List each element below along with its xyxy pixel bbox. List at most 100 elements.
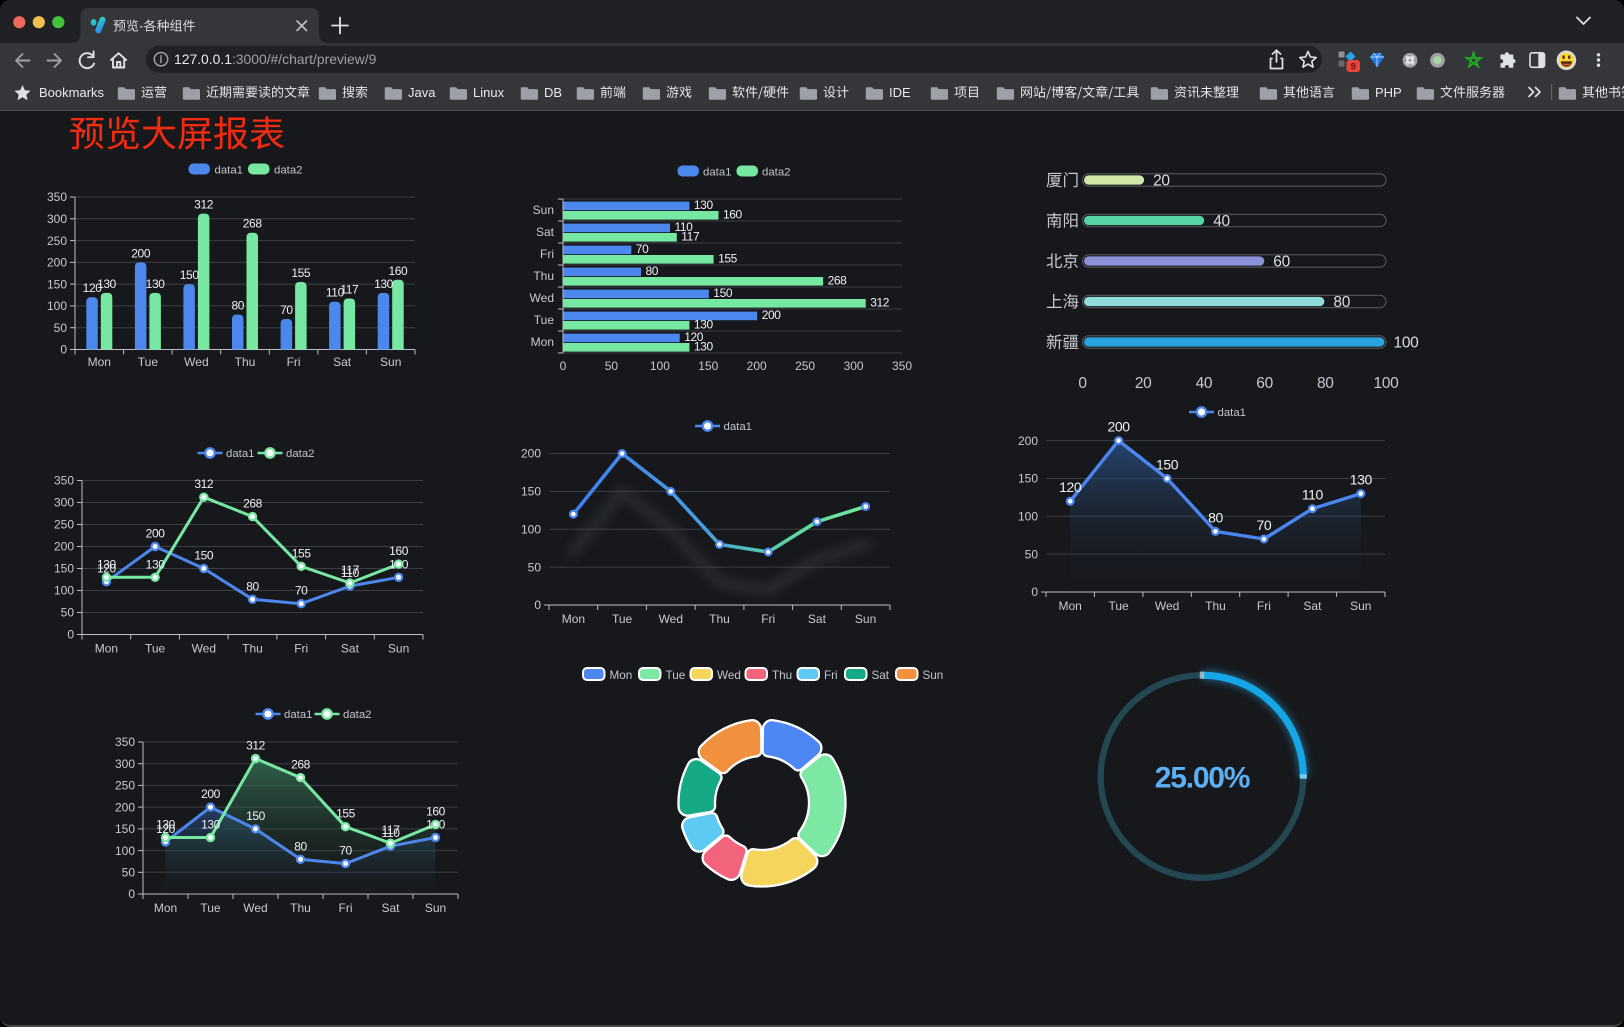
svg-text:0: 0	[60, 343, 67, 357]
svg-text:60: 60	[1273, 254, 1290, 271]
svg-text:Fri: Fri	[1257, 599, 1271, 613]
svg-text:150: 150	[1018, 472, 1038, 486]
svg-text:Sat: Sat	[808, 612, 827, 626]
svg-text:Tue: Tue	[666, 669, 686, 682]
svg-text:Sun: Sun	[425, 901, 446, 915]
svg-text:117: 117	[681, 229, 700, 243]
svg-text:data1: data1	[1218, 407, 1247, 419]
svg-text:Fri: Fri	[540, 247, 554, 261]
svg-text:350: 350	[47, 190, 67, 204]
svg-text:130: 130	[694, 198, 714, 212]
svg-text:117: 117	[341, 563, 360, 577]
svg-text:Mon: Mon	[88, 355, 111, 369]
svg-text:Tue: Tue	[1108, 599, 1129, 613]
svg-text:Linux: Linux	[473, 85, 505, 100]
svg-text:130: 130	[146, 557, 166, 571]
svg-text:150: 150	[698, 359, 718, 373]
svg-text:200: 200	[747, 359, 767, 373]
svg-text:155: 155	[718, 251, 738, 265]
svg-text:Fri: Fri	[294, 642, 308, 656]
svg-text:Tue: Tue	[138, 355, 159, 369]
svg-text:80: 80	[1333, 294, 1350, 311]
svg-text:250: 250	[47, 234, 67, 248]
svg-text:200: 200	[1018, 434, 1038, 448]
svg-text:150: 150	[246, 809, 266, 823]
svg-text:160: 160	[389, 544, 409, 558]
svg-text:160: 160	[388, 264, 408, 278]
svg-text:50: 50	[122, 866, 136, 880]
svg-text:100: 100	[521, 523, 541, 537]
svg-text:50: 50	[528, 560, 542, 574]
svg-text:Wed: Wed	[184, 355, 208, 369]
svg-text:Mon: Mon	[95, 642, 118, 656]
svg-text:150: 150	[180, 268, 200, 282]
svg-text:Tue: Tue	[145, 642, 166, 656]
svg-text:20: 20	[1135, 375, 1152, 392]
svg-text:150: 150	[47, 277, 67, 291]
svg-text:100: 100	[650, 359, 670, 373]
svg-text:300: 300	[115, 757, 135, 771]
svg-text:Thu: Thu	[290, 901, 311, 915]
svg-text:80: 80	[1317, 375, 1334, 392]
svg-text:130: 130	[374, 277, 394, 291]
svg-text:200: 200	[521, 447, 541, 461]
svg-text:312: 312	[246, 739, 266, 753]
svg-text:120: 120	[156, 822, 176, 836]
svg-text:Thu: Thu	[1205, 599, 1226, 613]
svg-text:312: 312	[194, 477, 214, 491]
svg-text:data1: data1	[284, 709, 313, 721]
svg-text:Sat: Sat	[333, 355, 352, 369]
svg-text:268: 268	[291, 758, 311, 772]
svg-text:data2: data2	[274, 165, 303, 177]
svg-text:110: 110	[675, 220, 694, 234]
svg-text:150: 150	[54, 562, 74, 576]
svg-text:Sun: Sun	[533, 203, 554, 217]
svg-text:0: 0	[1031, 585, 1038, 599]
svg-text:0: 0	[67, 628, 74, 642]
svg-text:data1: data1	[703, 167, 732, 179]
svg-text:150: 150	[713, 286, 733, 300]
svg-text:110: 110	[326, 286, 345, 300]
svg-text:200: 200	[47, 256, 67, 270]
svg-text:70: 70	[280, 303, 293, 317]
svg-text:9: 9	[1351, 62, 1356, 73]
svg-text:50: 50	[61, 606, 75, 620]
svg-text:150: 150	[521, 485, 541, 499]
svg-text:200: 200	[146, 527, 166, 541]
svg-text:Sat: Sat	[536, 225, 555, 239]
svg-text:50: 50	[1025, 547, 1039, 561]
svg-text:130: 130	[694, 339, 714, 353]
svg-text:data2: data2	[762, 167, 791, 179]
svg-text:Mon: Mon	[1059, 599, 1082, 613]
svg-text:Mon: Mon	[531, 335, 554, 349]
svg-text:130: 130	[146, 277, 166, 291]
svg-text:130: 130	[97, 557, 117, 571]
svg-text:110: 110	[341, 566, 360, 580]
svg-text:Fri: Fri	[761, 612, 775, 626]
svg-text:312: 312	[870, 295, 890, 309]
svg-text:Sun: Sun	[388, 642, 409, 656]
svg-text:150: 150	[115, 822, 135, 836]
svg-text:Bookmarks: Bookmarks	[39, 85, 105, 100]
svg-text:Sat: Sat	[341, 642, 360, 656]
svg-text:130: 130	[694, 317, 714, 331]
svg-text:Java: Java	[408, 85, 436, 100]
svg-text:80: 80	[1208, 509, 1223, 525]
svg-text:Thu: Thu	[242, 642, 263, 656]
svg-text:Fri: Fri	[824, 669, 838, 682]
svg-text:Wed: Wed	[659, 612, 683, 626]
svg-text:250: 250	[115, 779, 135, 793]
svg-text:Mon: Mon	[154, 901, 177, 915]
svg-text:130: 130	[201, 818, 221, 832]
svg-text:Wed: Wed	[243, 901, 267, 915]
svg-text:Wed: Wed	[1155, 599, 1179, 613]
svg-text:data2: data2	[286, 448, 315, 460]
svg-text:Thu: Thu	[772, 669, 792, 682]
svg-text:127.0.0.1:3000/#/chart/preview: 127.0.0.1:3000/#/chart/preview/9	[174, 51, 377, 67]
svg-text:Sun: Sun	[855, 612, 876, 626]
svg-text:Sat: Sat	[1303, 599, 1322, 613]
svg-text:300: 300	[47, 212, 67, 226]
svg-text:0: 0	[1078, 375, 1087, 392]
svg-text:350: 350	[54, 474, 74, 488]
svg-text:110: 110	[382, 826, 401, 840]
